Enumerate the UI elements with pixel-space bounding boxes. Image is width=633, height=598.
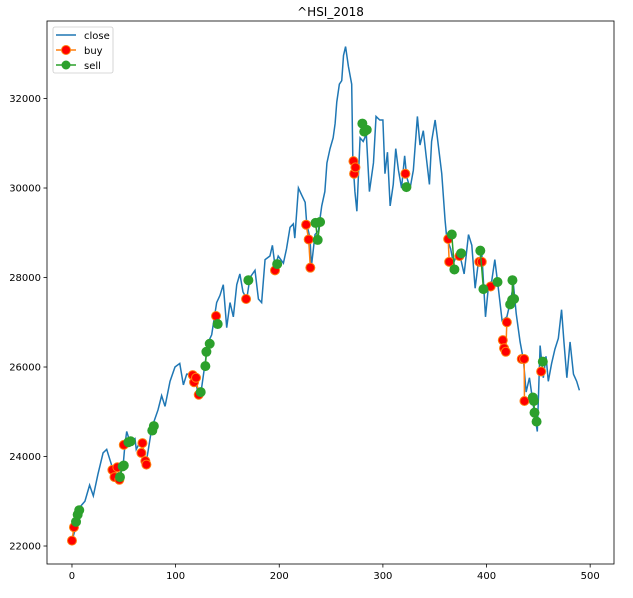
sell-point <box>315 217 326 228</box>
sell-point <box>492 276 503 287</box>
sell-point <box>401 182 412 193</box>
sell-point <box>243 275 254 286</box>
legend-buy-label: buy <box>84 46 103 57</box>
buy-point <box>211 310 222 321</box>
x-tick-label: 500 <box>581 571 600 582</box>
buy-point <box>536 366 547 377</box>
sell-point <box>456 248 467 259</box>
sell-point <box>204 338 215 349</box>
x-tick-label: 100 <box>166 571 185 582</box>
buy-point <box>305 262 316 273</box>
buy-point <box>497 335 508 346</box>
sell-point <box>531 416 542 427</box>
x-axis: 0 100 200 300 400 500 <box>69 564 600 582</box>
legend-sell-marker <box>61 60 71 70</box>
sell-point <box>446 229 457 240</box>
sell-point <box>537 356 548 367</box>
buy-point <box>136 447 147 458</box>
plot-area <box>66 46 581 546</box>
close-line <box>71 46 581 541</box>
sell-point <box>529 407 540 418</box>
y-tick-label: 30000 <box>9 184 41 195</box>
sell-point <box>195 387 206 398</box>
sell-point <box>478 284 489 295</box>
buy-point <box>141 459 152 470</box>
sell-point <box>312 234 323 245</box>
x-tick-label: 200 <box>270 571 289 582</box>
legend-buy-marker <box>61 45 71 55</box>
sell-segment <box>451 234 456 270</box>
chart-title: ^HSI_2018 <box>297 5 364 19</box>
sell-point <box>148 421 159 432</box>
y-tick-label: 28000 <box>9 273 41 284</box>
y-tick-label: 22000 <box>9 542 41 553</box>
sell-point <box>74 505 85 516</box>
sell-point <box>125 436 136 447</box>
buy-point <box>519 353 530 364</box>
sell-point <box>475 245 486 256</box>
sell-point <box>272 259 283 270</box>
x-tick-label: 0 <box>69 571 75 582</box>
buy-point <box>500 346 511 357</box>
sell-point <box>509 293 520 304</box>
y-tick-label: 24000 <box>9 452 41 463</box>
axes-frame <box>46 20 615 565</box>
legend-close-label: close <box>84 31 110 42</box>
sell-point <box>114 472 125 483</box>
sell-point <box>212 319 223 330</box>
sell-point <box>528 396 539 407</box>
buy-point <box>66 535 77 546</box>
buy-point <box>350 162 361 173</box>
buy-point <box>241 293 252 304</box>
buy-point <box>301 219 312 230</box>
x-tick-label: 300 <box>373 571 392 582</box>
y-axis: 22000 24000 26000 28000 30000 32000 <box>9 94 47 553</box>
sell-point <box>361 124 372 135</box>
buy-point <box>519 396 530 407</box>
buy-point <box>137 438 148 449</box>
sell-point <box>200 361 211 372</box>
buy-point <box>191 372 202 383</box>
sell-point <box>507 275 518 286</box>
buy-point <box>501 317 512 328</box>
sell-point <box>449 264 460 275</box>
y-tick-label: 32000 <box>9 94 41 105</box>
x-tick-label: 400 <box>477 571 496 582</box>
buy-point <box>400 168 411 179</box>
sell-segment <box>479 250 485 290</box>
legend: close buy sell <box>52 26 114 74</box>
buy-point <box>303 234 314 245</box>
sell-point <box>118 460 129 471</box>
legend-sell-label: sell <box>84 61 101 72</box>
y-tick-label: 26000 <box>9 363 41 374</box>
